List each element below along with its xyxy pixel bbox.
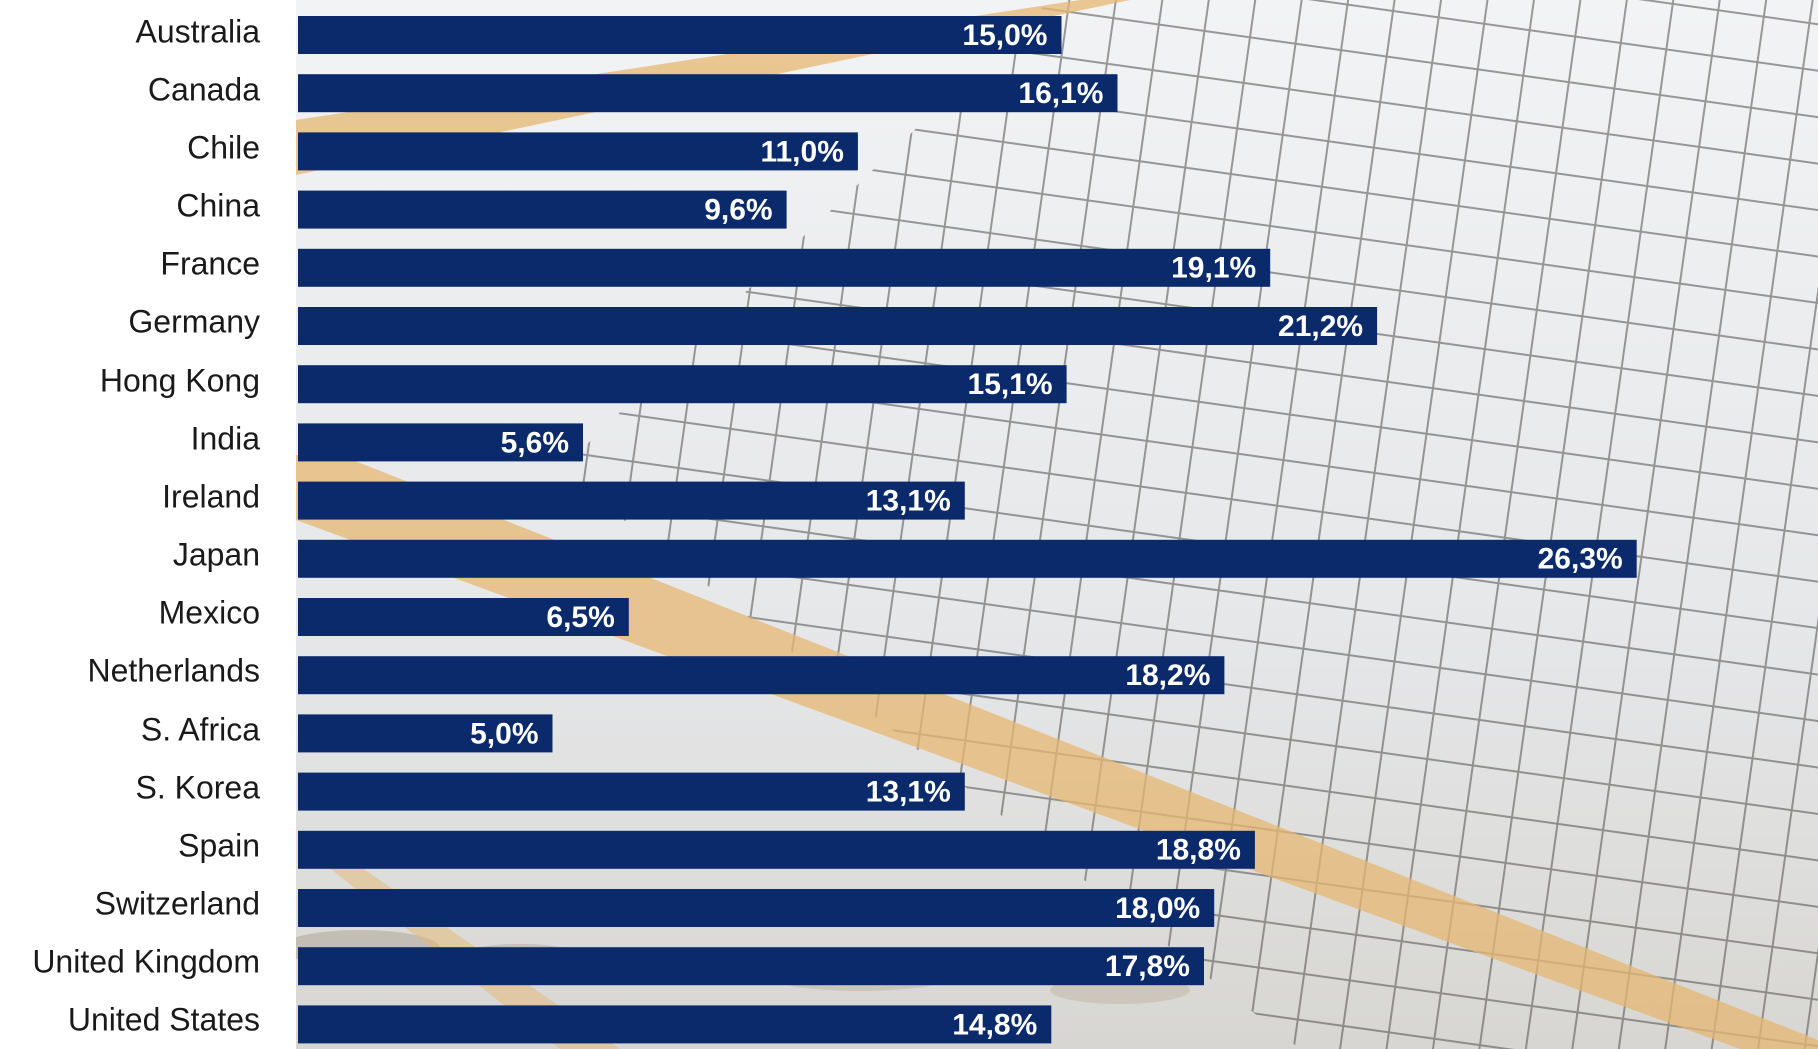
value-label-united-kingdom: 17,8% [1105,950,1190,983]
value-label-s-korea: 13,1% [866,776,951,809]
value-labels: 15,0% 16,1% 11,0% 9,6% 19,1% 21,2% 15,1%… [470,19,1623,1041]
category-label-switzerland: Switzerland [95,885,260,921]
bar-spain [298,830,1255,869]
value-label-united-states: 14,8% [952,1008,1037,1041]
category-label-india: India [191,420,261,456]
category-label-s-korea: S. Korea [135,769,260,805]
category-label-spain: Spain [178,827,260,863]
value-label-netherlands: 18,2% [1125,659,1210,692]
value-label-china: 9,6% [704,194,772,227]
bar-s-africa [298,714,553,753]
bar-united-states [298,1005,1052,1044]
value-label-switzerland: 18,0% [1115,892,1200,925]
category-label-germany: Germany [128,303,260,339]
bar-australia [298,16,1062,54]
category-label-japan: Japan [173,536,260,572]
value-label-australia: 15,0% [962,19,1047,52]
category-label-hong-kong: Hong Kong [100,362,260,398]
value-label-hong-kong: 15,1% [968,368,1053,401]
value-label-ireland: 13,1% [866,485,951,518]
value-label-s-africa: 5,0% [470,717,538,750]
bar-netherlands [298,656,1225,695]
value-label-germany: 21,2% [1278,310,1363,343]
category-label-united-kingdom: United Kingdom [32,943,260,979]
category-label-netherlands: Netherlands [87,652,260,688]
category-label-chile: Chile [187,129,260,165]
bar-chile [298,132,858,171]
bar-canada [298,74,1118,113]
category-label-mexico: Mexico [159,594,260,630]
category-label-china: China [176,187,260,223]
bar-germany [298,307,1378,345]
value-label-mexico: 6,5% [546,601,614,634]
category-label-canada: Canada [148,71,260,107]
bar-united-kingdom [298,947,1204,986]
value-label-spain: 18,8% [1156,834,1241,867]
category-label-united-states: United States [68,1001,260,1037]
bar-france [298,248,1271,287]
category-labels: Australia Canada Chile China France Germ… [32,13,260,1037]
category-label-s-africa: S. Africa [141,711,260,747]
bar-japan [298,539,1637,578]
bar-hong-kong [298,365,1067,404]
category-label-ireland: Ireland [162,478,260,514]
category-label-france: France [160,245,260,281]
bars-group [298,16,1637,1044]
bar-s-korea [298,772,965,811]
value-label-france: 19,1% [1171,252,1256,285]
bar-ireland [298,481,965,520]
bar-china [298,190,787,229]
value-label-canada: 16,1% [1018,77,1103,110]
value-label-japan: 26,3% [1538,543,1623,576]
category-label-australia: Australia [136,13,261,49]
value-label-india: 5,6% [501,426,569,459]
value-label-chile: 11,0% [760,135,843,168]
bar-mexico [298,598,629,636]
bar-india [298,423,583,462]
bar-switzerland [298,889,1215,927]
